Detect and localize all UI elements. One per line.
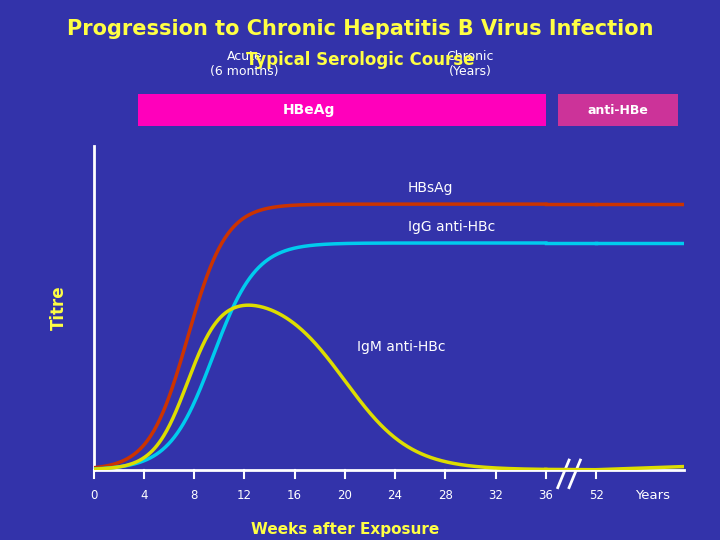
Text: 4: 4 bbox=[140, 489, 148, 502]
Text: Chronic
(Years): Chronic (Years) bbox=[446, 50, 494, 78]
Text: 24: 24 bbox=[387, 489, 402, 502]
Text: 8: 8 bbox=[190, 489, 198, 502]
Text: Progression to Chronic Hepatitis B Virus Infection: Progression to Chronic Hepatitis B Virus… bbox=[67, 19, 653, 39]
Text: 32: 32 bbox=[488, 489, 503, 502]
Text: 16: 16 bbox=[287, 489, 302, 502]
Bar bbox=[138, 94, 546, 126]
Text: Typical Serologic Course: Typical Serologic Course bbox=[246, 51, 474, 69]
Text: anti-HBe: anti-HBe bbox=[588, 104, 649, 117]
Text: IgG anti-HBc: IgG anti-HBc bbox=[408, 220, 495, 234]
Text: HBeAg: HBeAg bbox=[283, 103, 336, 117]
Text: 12: 12 bbox=[237, 489, 252, 502]
Text: Acute
(6 months): Acute (6 months) bbox=[210, 50, 279, 78]
Text: 52: 52 bbox=[589, 489, 603, 502]
Text: 0: 0 bbox=[90, 489, 97, 502]
Text: 28: 28 bbox=[438, 489, 453, 502]
Text: 36: 36 bbox=[539, 489, 553, 502]
Text: Titre: Titre bbox=[50, 286, 68, 330]
Text: 20: 20 bbox=[338, 489, 352, 502]
Text: Weeks after Exposure: Weeks after Exposure bbox=[251, 522, 439, 537]
Text: Years: Years bbox=[635, 489, 670, 502]
Bar bbox=[559, 94, 678, 126]
Text: IgM anti-HBc: IgM anti-HBc bbox=[357, 340, 446, 354]
Text: HBsAg: HBsAg bbox=[408, 181, 453, 195]
